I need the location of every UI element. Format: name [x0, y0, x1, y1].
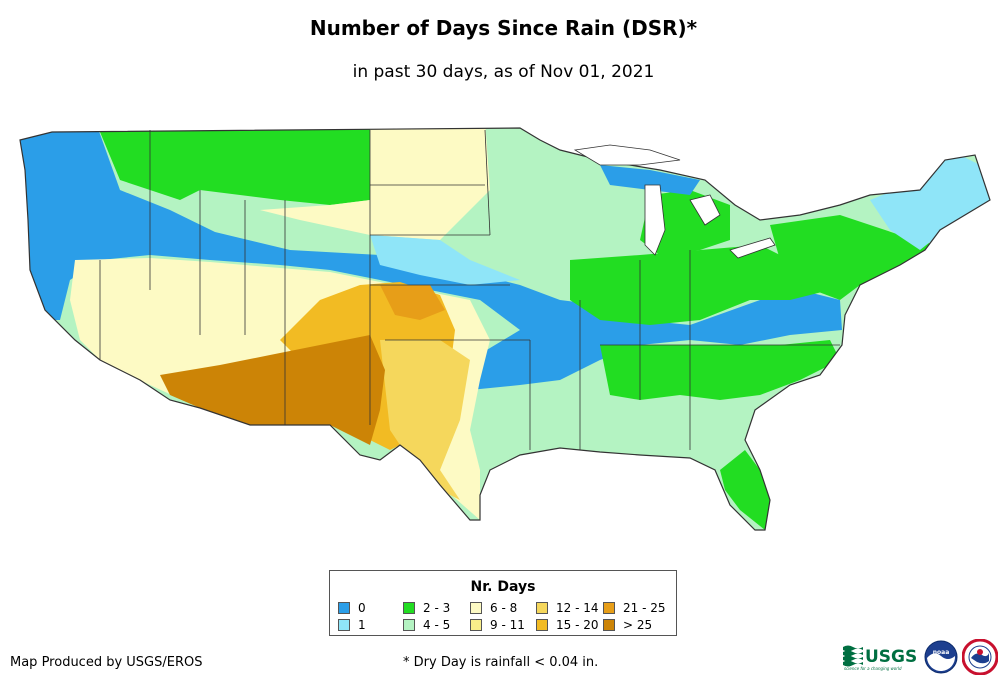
legend-swatch [470, 618, 482, 631]
legend-item: 2 - 3 [403, 601, 450, 615]
dsr-map [19, 127, 991, 531]
legend-label: 2 - 3 [423, 601, 451, 615]
legend-label: 0 [358, 601, 366, 615]
legend-swatch [603, 601, 615, 614]
legend-swatch [338, 601, 350, 614]
legend-swatch [403, 618, 415, 631]
legend-swatch [536, 601, 548, 614]
zone-2-3-southeast [600, 340, 840, 400]
credit-text: Map Produced by USGS/EROS [10, 655, 203, 670]
legend-swatch [536, 618, 548, 631]
legend-swatch [603, 618, 615, 631]
zone-2-3-midwest [570, 245, 830, 325]
legend-item: 15 - 20 [536, 618, 599, 632]
legend-item: 21 - 25 [603, 601, 666, 615]
legend-label: > 25 [623, 618, 653, 632]
legend-item: > 25 [603, 618, 652, 632]
legend-label: 15 - 20 [556, 618, 599, 632]
legend-label: 12 - 14 [556, 601, 599, 615]
zone-1-upper-midwest [600, 165, 700, 195]
legend-item: 1 [338, 618, 366, 632]
legend-swatch [470, 601, 482, 614]
legend-label: 21 - 25 [623, 601, 666, 615]
usgs-tagline: science for a changing world [844, 666, 902, 671]
legend-item: 0 [338, 601, 366, 615]
map-subtitle: in past 30 days, as of Nov 01, 2021 [352, 62, 655, 82]
zone-2-3-north [95, 128, 370, 205]
usgs-wordmark: USGS [865, 647, 917, 667]
zone-1-new-england [870, 150, 990, 250]
legend-label: 6 - 8 [490, 601, 518, 615]
zone-21-25-colorado [380, 285, 445, 320]
legend-item: 9 - 11 [470, 618, 525, 632]
state-boundaries [99, 129, 840, 450]
map-title: Number of Days Since Rain (DSR)* [309, 16, 698, 40]
noaa-logo: noaa [924, 640, 958, 674]
usgs-logo: USGS science for a changing world [843, 645, 917, 671]
legend-label: 1 [358, 618, 366, 632]
lake-michigan [644, 184, 666, 256]
zone-2-3-florida [720, 450, 770, 530]
legend-item: 4 - 5 [403, 618, 450, 632]
zone-2-3-northeast [770, 215, 935, 300]
nws-logo [962, 639, 998, 675]
legend: Nr. Days 0 1 2 - 3 4 - 5 6 - 8 9 - 11 12… [329, 570, 677, 636]
legend-label: 9 - 11 [490, 618, 525, 632]
zone-12-14-texas [380, 340, 470, 500]
legend-title: Nr. Days [470, 579, 536, 595]
zone-gt25-southwest [160, 335, 385, 445]
legend-swatch [403, 601, 415, 614]
lake-huron [689, 194, 721, 226]
noaa-wordmark: noaa [933, 649, 950, 656]
zone-1-central [370, 235, 520, 285]
legend-item: 6 - 8 [470, 601, 517, 615]
legend-label: 4 - 5 [423, 618, 451, 632]
dry-day-note: * Dry Day is rainfall < 0.04 in. [403, 655, 599, 670]
lake-erie [729, 237, 776, 259]
zone-6-8-dakotas [260, 128, 490, 240]
lake-superior [573, 144, 681, 166]
legend-item: 12 - 14 [536, 601, 599, 615]
legend-swatch [338, 618, 350, 631]
